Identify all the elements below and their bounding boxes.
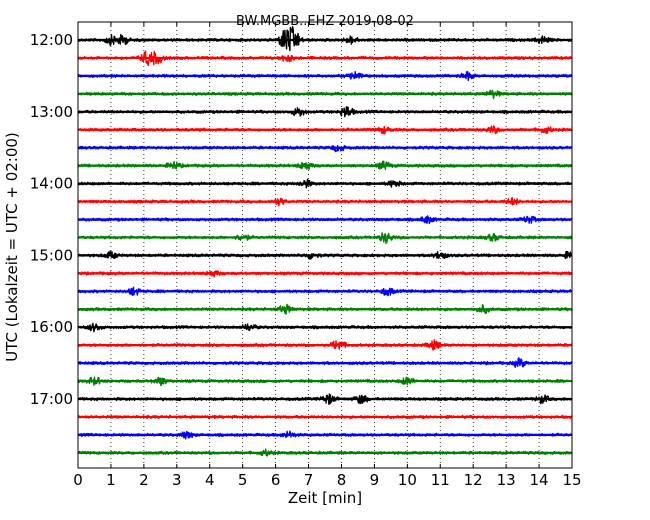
x-tick-label: 10 [398,471,417,489]
y-tick-label: 14:00 [30,175,73,193]
x-tick-label: 9 [370,471,380,489]
x-tick-label: 2 [139,471,149,489]
x-tick-label: 7 [304,471,314,489]
chart-title: BW.MGBB..EHZ 2019-08-02 [236,14,414,29]
y-axis-label: UTC (Lokalzeit = UTC + 02:00) [3,132,21,362]
axis-ticks: 0 1 2 3 4 5 6 7 8 9 10 11 12 13 14 1512:0013:0014:0015:… [30,22,582,489]
x-tick-label: 6 [271,471,281,489]
y-tick-label: 16:00 [30,318,73,336]
y-tick-label: 13:00 [30,103,73,121]
x-tick-label: 5 [238,471,248,489]
seismic-traces [77,26,573,457]
x-tick-label: 1 [106,471,116,489]
y-tick-label: 15:00 [30,246,73,264]
x-axis-label: Zeit [min] [288,489,362,507]
x-tick-label: 8 [337,471,347,489]
plot-frame [77,21,573,469]
x-tick-label: 15 [562,471,581,489]
seismic-trace [77,26,573,52]
x-tick-label: 3 [172,471,182,489]
vertical-gridlines [110,22,540,468]
x-tick-label: 4 [205,471,215,489]
x-tick-label: 13 [497,471,516,489]
x-tick-label: 14 [530,471,549,489]
x-tick-label: 11 [431,471,450,489]
x-tick-label: 0 [73,471,83,489]
x-tick-label: 12 [464,471,483,489]
y-tick-label: 17:00 [30,390,73,408]
y-tick-label: 12:00 [30,31,73,49]
